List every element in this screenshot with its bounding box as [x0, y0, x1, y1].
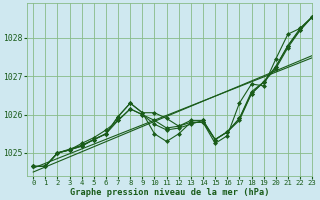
X-axis label: Graphe pression niveau de la mer (hPa): Graphe pression niveau de la mer (hPa) [70, 188, 269, 197]
